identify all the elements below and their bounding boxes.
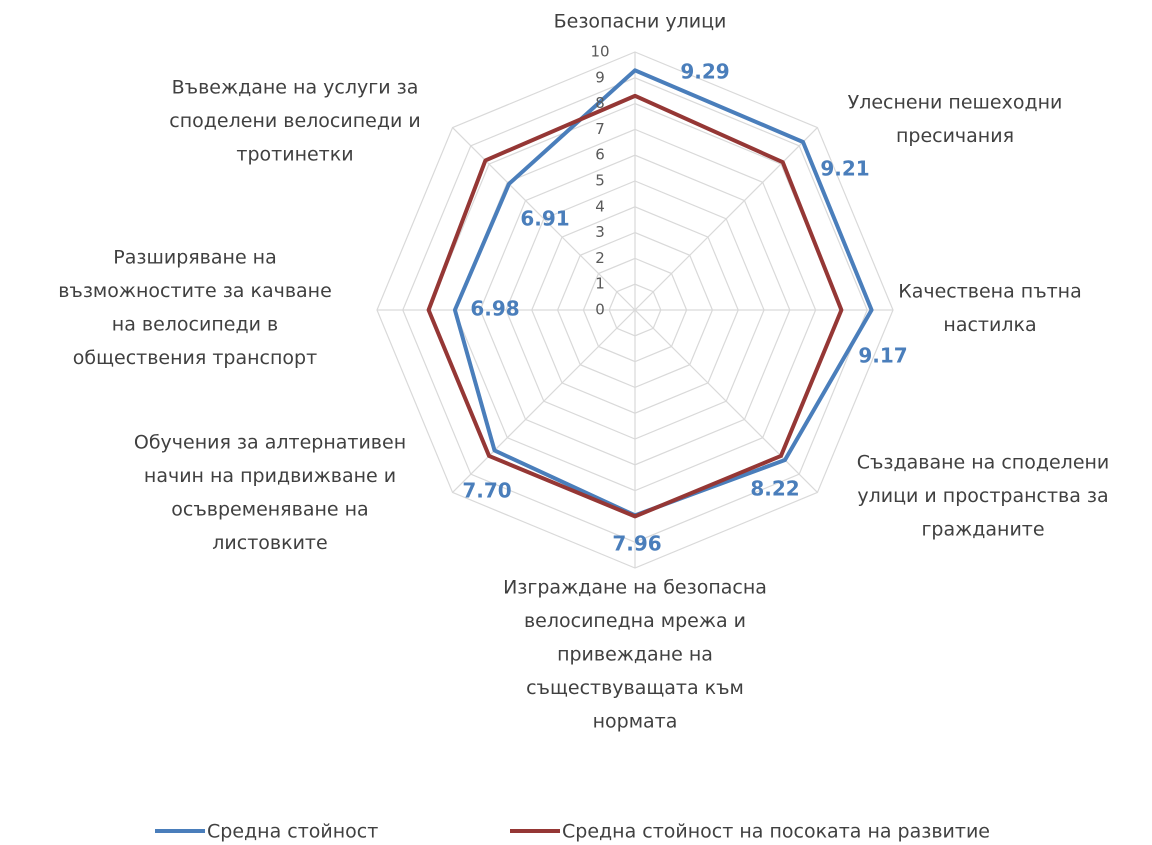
r-tick-label: 5: [595, 172, 605, 190]
r-tick-label: 0: [595, 301, 605, 319]
legend-label: Средна стойност на посоката на развитие: [562, 821, 990, 843]
value-label: 9.21: [820, 157, 869, 181]
value-label: 6.98: [470, 297, 519, 321]
spoke: [634, 127, 818, 311]
value-label: 8.22: [750, 477, 799, 501]
r-tick-label: 3: [595, 223, 605, 241]
category-label: нормата: [593, 711, 678, 733]
category-label: Безопасни улици: [554, 11, 727, 33]
legend-label: Средна стойност: [207, 821, 378, 843]
value-label: 7.70: [462, 479, 511, 503]
category-label: настилка: [943, 314, 1036, 336]
spoke: [634, 309, 818, 493]
series-line: [426, 93, 844, 519]
category-label: привеждане на: [557, 644, 713, 666]
category-label: Изграждане на безопасна: [503, 577, 767, 599]
category-label: листовките: [212, 532, 327, 554]
category-label: тротинетки: [236, 144, 353, 166]
value-label: 9.17: [858, 344, 907, 368]
r-tick-label: 9: [595, 68, 605, 86]
r-tick-label: 1: [595, 275, 605, 293]
category-label: възможностите за качване: [58, 280, 332, 302]
r-tick-label: 7: [595, 120, 605, 138]
r-tick-label: 4: [595, 197, 605, 215]
category-label: улици и пространства за: [857, 485, 1108, 507]
r-tick-label: 10: [590, 43, 609, 61]
category-label: пресичания: [896, 125, 1014, 147]
r-tick-label: 2: [595, 249, 605, 267]
category-label: Разширяване на: [113, 247, 277, 269]
category-label: съществуващата към: [526, 677, 744, 699]
category-label: Обучения за алтернативен: [134, 432, 406, 454]
value-label: 7.96: [612, 532, 661, 556]
category-label: Улеснени пешеходни: [848, 92, 1063, 114]
category-label: Качествена пътна: [898, 281, 1082, 303]
value-label: 9.29: [680, 60, 729, 84]
value-label: 6.91: [520, 207, 569, 231]
r-tick-label: 6: [595, 146, 605, 164]
category-label: гражданите: [921, 519, 1044, 541]
category-label: велосипедна мрежа и: [524, 610, 746, 632]
r-tick-label: 8: [595, 94, 605, 112]
category-label: осъвременяване на: [171, 499, 368, 521]
spoke: [452, 309, 636, 493]
category-label: начин на придвижване и: [144, 465, 396, 487]
category-label: обществения транспорт: [73, 347, 317, 369]
category-label: Създаване на споделени: [857, 452, 1110, 474]
category-label: на велосипеди в: [112, 314, 278, 336]
spoke: [452, 127, 636, 311]
category-label: споделени велосипеди и: [169, 110, 420, 132]
category-label: Въвеждане на услуги за: [172, 77, 419, 99]
